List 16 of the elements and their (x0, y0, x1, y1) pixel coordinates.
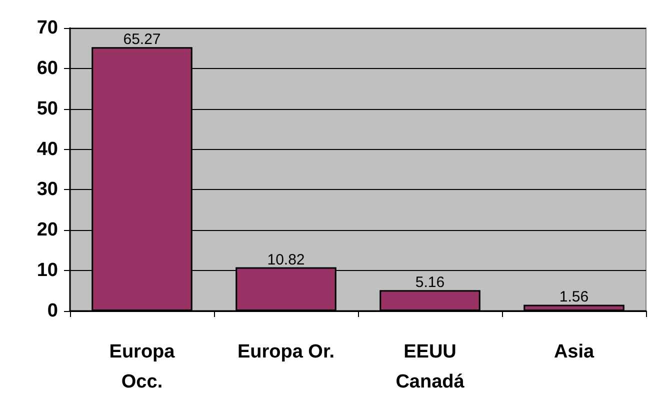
y-tick-label: 40 (36, 138, 58, 160)
x-tick-label: EEUU Canadá (396, 342, 465, 392)
y-tick-label: 60 (36, 58, 58, 79)
x-tick-label: Europa Occ. (109, 342, 176, 392)
y-tick-label: 70 (36, 18, 58, 38)
data-label: 10.82 (267, 251, 305, 268)
y-tick-label: 50 (36, 98, 58, 120)
y-tick-label: 20 (36, 220, 58, 241)
data-label: 5.16 (415, 274, 445, 292)
data-label: 1.56 (559, 288, 589, 306)
y-tick-label: 0 (47, 300, 58, 322)
y-tick-label: 10 (36, 260, 58, 282)
y-tick-label: 30 (36, 179, 58, 200)
x-tick-label: Asia (554, 342, 594, 362)
data-label: 65.27 (123, 31, 161, 48)
x-tick-label: Europa Or. (237, 342, 335, 362)
